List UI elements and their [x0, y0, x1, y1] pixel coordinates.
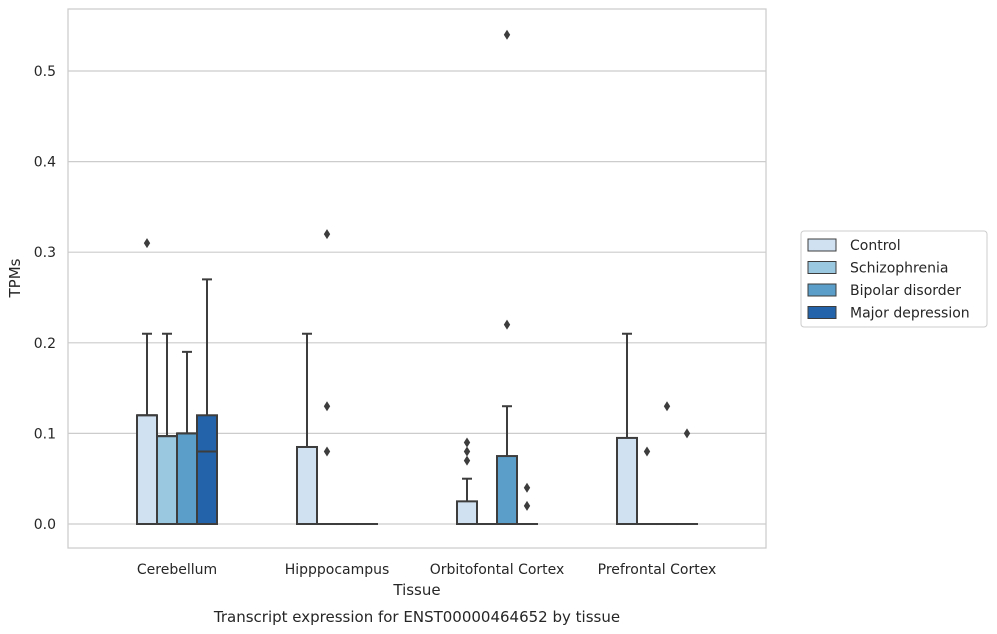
y-tick-label: 0.5 [34, 64, 56, 80]
outlier-point [323, 446, 331, 457]
x-tick-label: Hipppocampus [285, 562, 390, 578]
box-body [456, 500, 478, 526]
legend-label: Major depression [850, 306, 970, 322]
y-tick-labels: 0.0 0.1 0.2 0.3 0.4 0.5 [34, 64, 56, 533]
y-tick-label: 0.0 [34, 517, 56, 533]
outlier-point [143, 238, 151, 249]
box-3-0 [196, 278, 218, 525]
legend-label: Bipolar disorder [850, 283, 961, 299]
legend-swatch [807, 306, 837, 319]
box-1-1 [316, 229, 338, 526]
outlier-point [643, 446, 651, 457]
y-axis-label: TPMs [6, 258, 24, 298]
box-body [136, 414, 158, 525]
box-body [176, 432, 198, 525]
x-axis-label: Tissue [392, 581, 440, 599]
outlier-point [663, 401, 671, 412]
box-1-3 [636, 446, 658, 526]
y-tick-label: 0.2 [34, 336, 56, 352]
box-2-2 [496, 29, 518, 525]
plot-frame [67, 8, 767, 549]
box-body [296, 445, 318, 525]
outlier-point [323, 401, 331, 412]
box-0-3 [616, 332, 638, 525]
outlier-point [503, 319, 511, 330]
outlier-point [523, 482, 531, 493]
box-1-0 [156, 332, 178, 526]
outlier-point [463, 446, 471, 457]
legend-swatch [807, 238, 837, 252]
outlier-point [503, 29, 511, 40]
x-tick-label: Cerebellum [137, 562, 217, 578]
x-tick-labels: Cerebellum Hipppocampus Orbitofontal Corte… [137, 562, 716, 578]
box-body [196, 414, 218, 525]
legend-swatch [807, 261, 837, 274]
legend-swatch [807, 283, 837, 297]
box-0-1 [296, 332, 318, 525]
outlier-point [323, 229, 331, 240]
box-body [496, 455, 518, 525]
outlier-point [683, 428, 691, 439]
box-0-2 [456, 437, 478, 526]
legend-label: Control [850, 238, 901, 254]
box-3-2 [516, 482, 538, 526]
box-plots [136, 29, 698, 526]
outlier-point [463, 437, 471, 448]
outlier-point [523, 500, 531, 511]
box-body [616, 436, 638, 525]
legend: Control Schizophrenia Bipolar disorder Majo… [800, 230, 988, 328]
y-tick-label: 0.4 [34, 155, 56, 171]
box-0-0 [136, 238, 158, 525]
legend-frame [800, 230, 988, 328]
outlier-point [463, 455, 471, 466]
legend-label: Schizophrenia [850, 261, 948, 277]
box-2-3 [656, 401, 678, 526]
chart-caption: Transcript expression for ENST0000046465… [213, 608, 620, 626]
box-2-0 [176, 350, 198, 525]
y-tick-label: 0.3 [34, 245, 56, 261]
box-body [156, 435, 178, 526]
y-tick-label: 0.1 [34, 426, 56, 442]
x-tick-label: Orbitofontal Cortex [430, 562, 565, 578]
x-tick-label: Prefrontal Cortex [598, 562, 717, 578]
box-3-3 [676, 428, 698, 526]
